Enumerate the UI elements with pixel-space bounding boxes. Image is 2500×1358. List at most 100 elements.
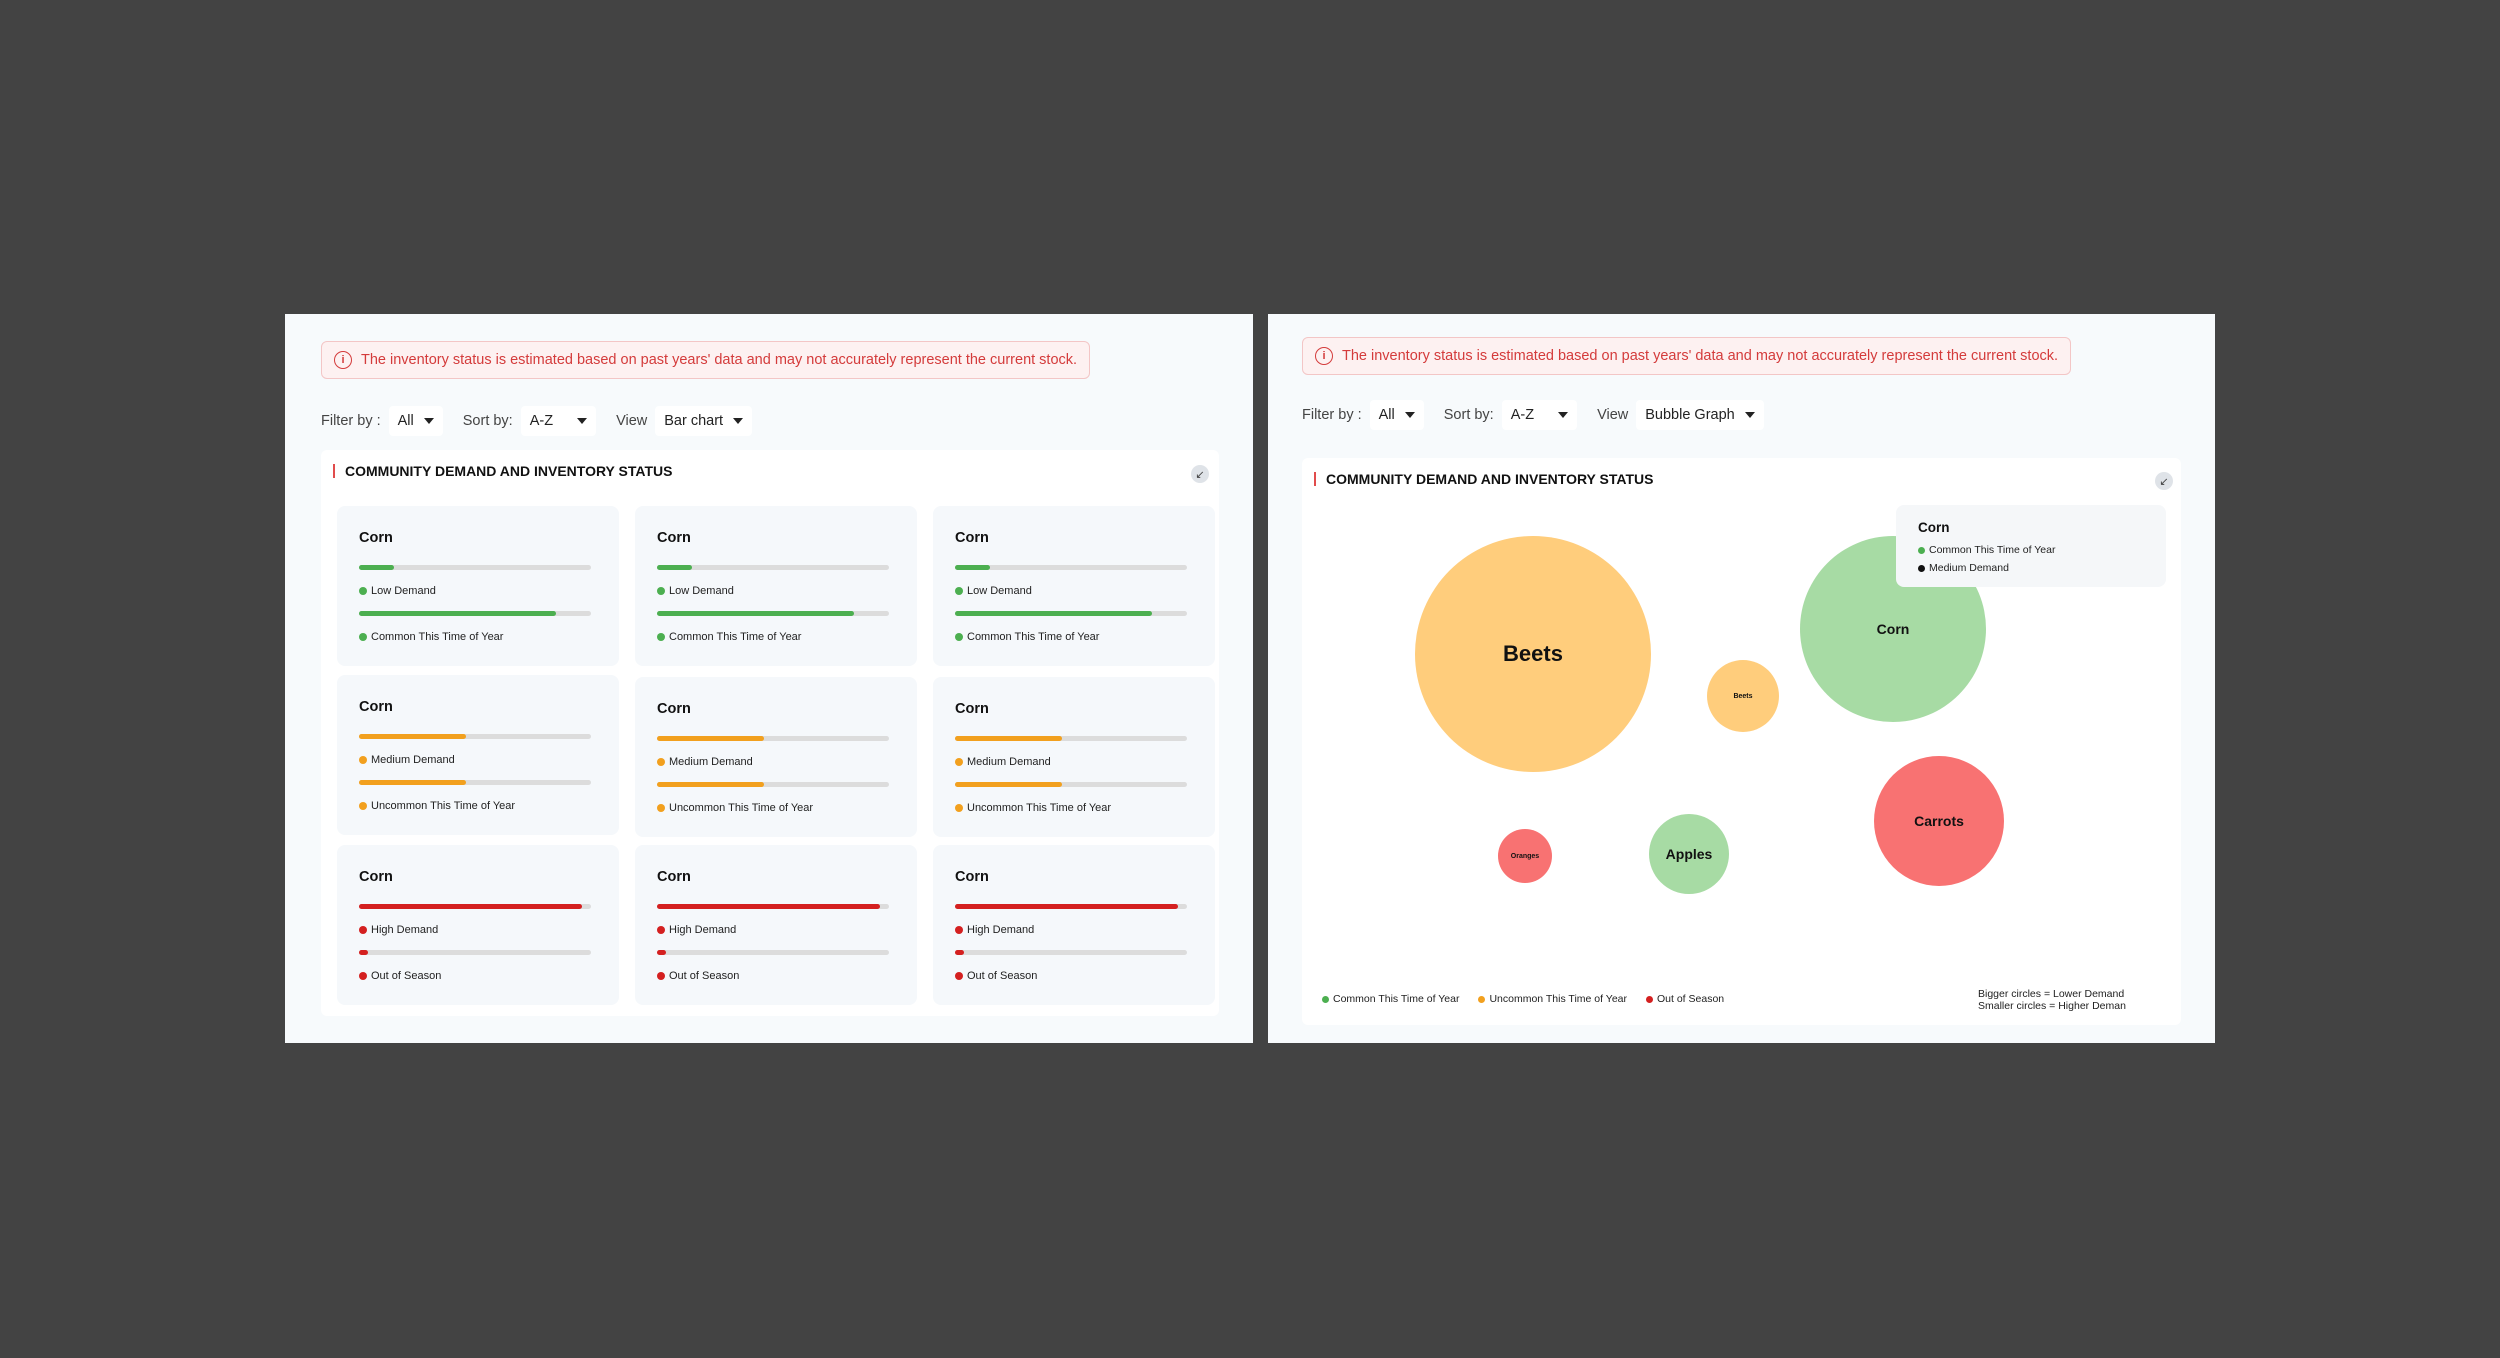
- tooltip-demand: Medium Demand: [1918, 562, 2009, 574]
- season-label: Common This Time of Year: [669, 631, 802, 643]
- sort-dropdown[interactable]: A-Z: [1501, 400, 1578, 430]
- alert-message: The inventory status is estimated based …: [1342, 348, 2059, 364]
- bubble-oranges[interactable]: Oranges: [1498, 829, 1552, 883]
- sort-dropdown[interactable]: A-Z: [520, 406, 597, 436]
- season-bar-fill: [359, 780, 466, 785]
- produce-tile[interactable]: Corn High Demand Out of Season: [337, 845, 619, 1005]
- caret-down-icon: [1404, 412, 1415, 418]
- bubble-tooltip: Corn Common This Time of Year Medium Dem…: [1896, 505, 2166, 587]
- legend-dot: [1646, 995, 1653, 1003]
- season-status: Uncommon This Time of Year: [657, 802, 813, 814]
- season-bar-fill: [657, 611, 855, 616]
- collapse-icon[interactable]: ↙: [2155, 472, 2173, 490]
- legend-item: Out of Season: [1646, 993, 1724, 1005]
- bar-chart-view-panel: i The inventory status is estimated base…: [285, 314, 1253, 1043]
- card-title: COMMUNITY DEMAND AND INVENTORY STATUS: [1314, 472, 1653, 486]
- status-dot: [657, 926, 665, 934]
- sort-label: Sort by:: [462, 413, 513, 429]
- season-bar: [657, 950, 889, 955]
- demand-bar-fill: [955, 565, 990, 570]
- view-value: Bubble Graph: [1645, 407, 1735, 423]
- tooltip-season: Common This Time of Year: [1918, 544, 2055, 556]
- produce-tile[interactable]: Corn Low Demand Common This Time of Year: [635, 506, 917, 666]
- bubble-legend: Common This Time of Year Uncommon This Ti…: [1322, 993, 1743, 1005]
- produce-name: Corn: [657, 701, 691, 717]
- status-dot: [955, 587, 963, 595]
- legend-label: Common This Time of Year: [1333, 993, 1460, 1005]
- demand-status: High Demand: [359, 924, 438, 936]
- view-label: View: [616, 413, 648, 429]
- filter-label: Filter by :: [321, 413, 381, 429]
- caret-down-icon: [1744, 412, 1755, 418]
- card-title: COMMUNITY DEMAND AND INVENTORY STATUS: [333, 464, 672, 478]
- tooltip-demand-text: Medium Demand: [1929, 562, 2009, 574]
- info-icon: i: [1315, 347, 1333, 365]
- season-bar: [955, 611, 1187, 616]
- produce-tile[interactable]: Corn Low Demand Common This Time of Year: [337, 506, 619, 666]
- collapse-icon[interactable]: ↙: [1191, 465, 1209, 483]
- produce-tile[interactable]: Corn Medium Demand Uncommon This Time of Y…: [635, 677, 917, 837]
- demand-bar: [359, 734, 591, 739]
- legend-dot: [1478, 995, 1486, 1003]
- demand-bar: [955, 565, 1187, 570]
- status-dot: [359, 633, 367, 641]
- status-dot: [359, 972, 367, 980]
- demand-label: Low Demand: [967, 585, 1032, 597]
- demand-bar-fill: [359, 565, 394, 570]
- filter-label: Filter by :: [1302, 407, 1362, 423]
- filter-dropdown[interactable]: All: [1369, 400, 1424, 430]
- demand-inventory-card: COMMUNITY DEMAND AND INVENTORY STATUS ↙ …: [321, 450, 1219, 1016]
- produce-tile[interactable]: Corn High Demand Out of Season: [933, 845, 1215, 1005]
- filter-dropdown[interactable]: All: [388, 406, 443, 436]
- info-icon: i: [334, 351, 352, 369]
- produce-tile[interactable]: Corn Medium Demand Uncommon This Time of Y…: [337, 675, 619, 835]
- status-dot: [1918, 546, 1925, 554]
- size-note-line2: Smaller circles = Higher Deman: [1978, 1000, 2126, 1012]
- view-dropdown[interactable]: Bar chart: [655, 406, 753, 436]
- produce-tile[interactable]: Corn Low Demand Common This Time of Year: [933, 506, 1215, 666]
- season-bar: [955, 950, 1187, 955]
- demand-bar-fill: [657, 904, 880, 909]
- bubble-apples[interactable]: Apples: [1649, 814, 1729, 894]
- bubble-carrots[interactable]: Carrots: [1874, 756, 2004, 886]
- view-dropdown[interactable]: Bubble Graph: [1636, 400, 1764, 430]
- season-bar-fill: [657, 950, 667, 955]
- sort-label: Sort by:: [1443, 407, 1494, 423]
- demand-bar-fill: [657, 736, 764, 741]
- season-bar: [955, 782, 1187, 787]
- caret-down-icon: [733, 418, 744, 424]
- season-label: Uncommon This Time of Year: [967, 802, 1112, 814]
- demand-status: Medium Demand: [359, 754, 455, 766]
- demand-bar-fill: [955, 736, 1062, 741]
- produce-tile[interactable]: Corn High Demand Out of Season: [635, 845, 917, 1005]
- demand-bar-fill: [359, 904, 582, 909]
- bubble-beets[interactable]: Beets: [1415, 536, 1651, 772]
- status-dot: [657, 758, 665, 766]
- tooltip-title: Corn: [1918, 520, 1950, 535]
- status-dot: [955, 926, 963, 934]
- demand-bar-fill: [657, 565, 692, 570]
- status-dot: [955, 972, 963, 980]
- demand-bar: [359, 904, 591, 909]
- view-controls: Filter by : All Sort by: A-Z View Bar ch…: [321, 406, 772, 436]
- status-dot: [359, 587, 367, 595]
- status-dot: [359, 802, 367, 810]
- demand-label: Medium Demand: [967, 756, 1051, 768]
- season-status: Common This Time of Year: [955, 631, 1099, 643]
- season-bar: [359, 950, 591, 955]
- season-bar-fill: [657, 782, 764, 787]
- produce-name: Corn: [359, 699, 393, 715]
- season-status: Common This Time of Year: [657, 631, 801, 643]
- demand-status: Low Demand: [359, 585, 436, 597]
- bubble-beets[interactable]: Beets: [1707, 660, 1779, 732]
- caret-down-icon: [1558, 412, 1569, 418]
- produce-tile[interactable]: Corn Medium Demand Uncommon This Time of Y…: [933, 677, 1215, 837]
- status-dot: [657, 804, 665, 812]
- view-label: View: [1597, 407, 1629, 423]
- legend-label: Uncommon This Time of Year: [1489, 993, 1627, 1005]
- status-dot: [657, 972, 665, 980]
- inventory-estimate-alert: i The inventory status is estimated base…: [1302, 337, 2072, 375]
- season-bar-fill: [955, 611, 1153, 616]
- season-bar: [657, 611, 889, 616]
- filter-value: All: [397, 413, 414, 429]
